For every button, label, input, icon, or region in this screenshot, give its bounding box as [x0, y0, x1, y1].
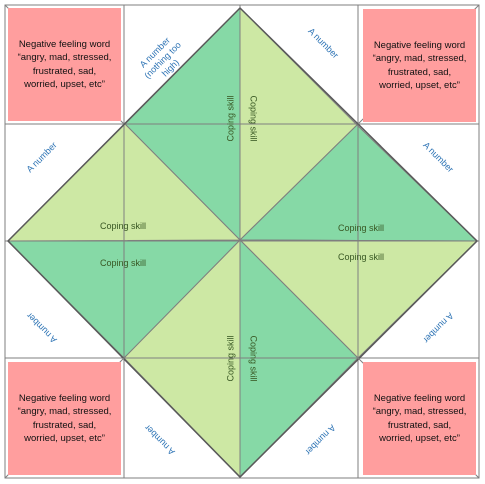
corner-text: Negative feeling word “angry, mad, stres…	[17, 392, 112, 445]
corner-text: Negative feeling word “angry, mad, stres…	[372, 392, 467, 445]
corner-text: Negative feeling word “angry, mad, stres…	[372, 39, 467, 92]
skill-label-top-right: Coping skill	[248, 95, 259, 142]
corner-box-bottom-left: Negative feeling word “angry, mad, stres…	[8, 362, 121, 475]
skill-label-left-lower: Coping skill	[99, 258, 147, 268]
skill-label-right-upper: Coping skill	[337, 223, 385, 233]
skill-label-bottom-left: Coping skill	[225, 335, 236, 382]
skill-label-top-left: Coping skill	[225, 95, 236, 142]
corner-box-bottom-right: Negative feeling word “angry, mad, stres…	[363, 362, 476, 475]
diamond-outline	[6, 6, 479, 479]
skill-label-right-lower: Coping skill	[337, 252, 385, 262]
corner-box-top-right: Negative feeling word “angry, mad, stres…	[363, 9, 476, 122]
corner-text: Negative feeling word “angry, mad, stres…	[17, 38, 112, 91]
skill-label-bottom-right: Coping skill	[248, 335, 259, 382]
corner-box-top-left: Negative feeling word “angry, mad, stres…	[8, 8, 121, 121]
skill-label-left-upper: Coping skill	[99, 221, 147, 231]
